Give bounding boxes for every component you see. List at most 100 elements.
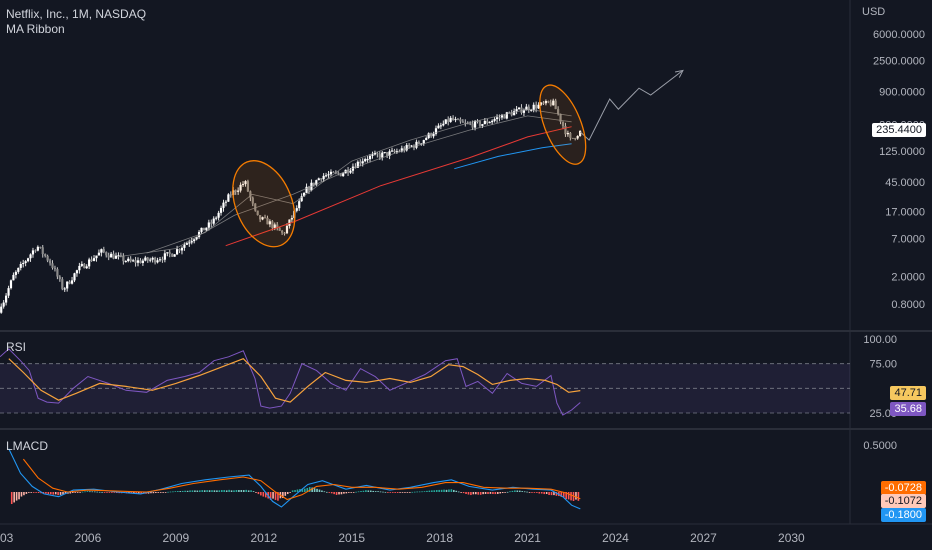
candle-body <box>14 271 17 275</box>
rsi-line <box>0 348 581 416</box>
lmacd-hist-bar <box>521 491 524 492</box>
candle-body <box>100 249 103 253</box>
candle-body <box>141 260 144 263</box>
candle-body <box>271 221 274 228</box>
candle-body <box>339 173 342 177</box>
candle-body <box>359 161 362 164</box>
lmacd-hist-bar <box>37 492 40 493</box>
lmacd-hist-bar <box>106 492 108 493</box>
lmacd-hist-bar <box>150 492 152 494</box>
candle-body <box>322 175 325 180</box>
lmacd-hist-bar <box>567 492 570 500</box>
indicator-label[interactable]: MA Ribbon <box>6 22 65 36</box>
lmacd-hist-bar <box>260 492 262 496</box>
lmacd-hist-bar <box>262 492 265 497</box>
price-tick-label: 7.0000 <box>891 233 925 245</box>
lmacd-hist-bar <box>538 492 541 494</box>
lmacd-hist-bar <box>50 492 52 495</box>
candle-body <box>251 197 254 204</box>
candle-body <box>346 169 350 173</box>
lmacd-hist-bar <box>421 491 423 493</box>
rsi-ma-tag: 47.71 <box>890 386 926 400</box>
lmacd-hist-bar <box>59 492 62 495</box>
candle-body <box>149 259 152 261</box>
lmacd-hist-bar <box>401 492 404 493</box>
candle-body <box>202 227 206 231</box>
hist-value-tag: -0.1072 <box>880 494 926 508</box>
candle-body <box>381 152 384 158</box>
candle-body <box>410 145 413 147</box>
lmacd-hist-bar <box>518 490 521 492</box>
lmacd-hist-bar <box>252 491 255 492</box>
lmacd-hist-bar <box>531 492 533 493</box>
candle-body <box>505 112 508 119</box>
lmacd-hist-bar <box>101 491 103 493</box>
candle-body <box>180 247 184 251</box>
lmacd-hist-bar <box>379 491 382 493</box>
candle-body <box>283 232 286 234</box>
candle-body <box>483 120 486 125</box>
candle-body <box>268 221 271 225</box>
current-price-tag: 235.4400 <box>872 123 926 137</box>
candle-body <box>207 222 210 228</box>
lmacd-hist-bar <box>69 492 72 494</box>
lmacd-hist-bar <box>184 490 186 492</box>
candle-body <box>105 252 108 256</box>
lmacd-hist-bar <box>20 492 23 497</box>
lmacd-hist-bar <box>533 492 536 493</box>
lmacd-hist-bar <box>186 490 189 492</box>
lmacd-hist-bar <box>457 491 460 493</box>
candle-body <box>68 281 71 284</box>
candle-body <box>178 249 181 251</box>
candle-body <box>481 124 484 126</box>
lmacd-hist-bar <box>555 492 558 496</box>
symbol-title[interactable]: Netflix, Inc., 1M, NASDAQ <box>6 7 147 21</box>
candle-body <box>503 115 506 119</box>
candle-body <box>263 217 267 219</box>
candle-body <box>539 102 543 105</box>
candle-body <box>427 133 430 139</box>
candle-body <box>185 243 188 245</box>
lmacd-hist-bar <box>218 490 221 492</box>
candle-body <box>459 119 462 122</box>
lmacd-hist-bar <box>489 492 492 494</box>
candle-body <box>383 152 386 154</box>
lmacd-label[interactable]: LMACD <box>6 439 49 453</box>
lmacd-hist-bar <box>360 491 362 492</box>
candle-body <box>525 106 528 111</box>
lmacd-hist-bar <box>247 490 250 492</box>
candle-body <box>493 119 496 121</box>
lmacd-hist-bar <box>84 491 86 493</box>
highlight-ellipse-2012 <box>232 160 296 248</box>
time-tick-label: 2012 <box>250 531 277 545</box>
candle-body <box>464 122 467 124</box>
candle-body <box>29 254 32 259</box>
candle-body <box>522 110 526 113</box>
candle-body <box>119 255 123 257</box>
lmacd-hist-bar <box>570 492 572 501</box>
lmacd-hist-bar <box>113 492 116 493</box>
lmacd-hist-bar <box>159 492 162 493</box>
lmacd-hist-bar <box>10 492 13 505</box>
lmacd-hist-bar <box>225 490 228 492</box>
lmacd-hist-bar <box>338 492 340 495</box>
candle-body <box>85 266 88 269</box>
candle-body <box>132 260 135 262</box>
candle-body <box>195 237 198 240</box>
candle-body <box>566 132 569 135</box>
projection-arrowhead <box>674 69 684 78</box>
lmacd-hist-bar <box>206 490 208 492</box>
lmacd-hist-bar <box>162 492 164 493</box>
candle-body <box>437 125 440 129</box>
rsi-label[interactable]: RSI <box>6 340 27 354</box>
lmacd-hist-bar <box>111 492 113 493</box>
lmacd-hist-bar <box>475 492 477 495</box>
lmacd-hist-bar <box>404 492 406 493</box>
candle-body <box>190 241 193 243</box>
candle-body <box>144 257 147 261</box>
candle-body <box>434 128 438 134</box>
lmacd-hist-bar <box>213 490 216 492</box>
candle-body <box>285 225 289 234</box>
lmacd-hist-bar <box>211 490 213 492</box>
